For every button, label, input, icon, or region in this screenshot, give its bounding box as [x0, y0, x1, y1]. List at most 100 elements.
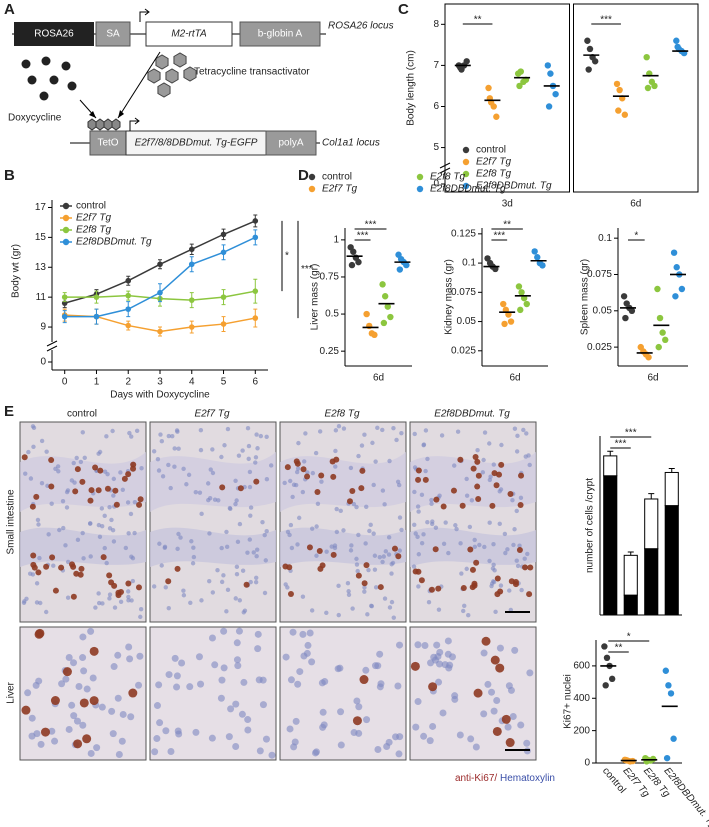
nucleus — [300, 594, 306, 599]
nucleus — [220, 664, 228, 672]
legend-label: E2f7 Tg — [476, 157, 511, 168]
nucleus — [349, 543, 354, 548]
nucleus — [78, 459, 84, 465]
micrograph — [19, 421, 147, 623]
column-header: E2f8DBDmut. Tg — [434, 409, 510, 420]
y-axis-label: Ki67+ nuclei — [563, 674, 574, 729]
ki67-nucleus — [106, 572, 113, 579]
dot — [500, 300, 507, 308]
nucleus — [290, 743, 298, 751]
dot — [662, 336, 669, 344]
y-tick-label: 0.05 — [593, 305, 613, 316]
nucleus — [197, 680, 205, 688]
error-bar — [668, 467, 675, 473]
nucleus — [341, 426, 347, 431]
nucleus — [51, 737, 59, 745]
nucleus — [212, 497, 218, 502]
nucleus — [294, 680, 302, 688]
nucleus — [255, 547, 260, 552]
ki67-nucleus — [35, 628, 45, 638]
facet-frame — [444, 3, 570, 193]
nucleus — [104, 560, 109, 566]
nucleus — [446, 550, 451, 556]
nucleus — [79, 633, 87, 641]
ki67-nucleus — [30, 552, 37, 559]
nucleus — [69, 478, 75, 483]
nucleus — [362, 585, 367, 590]
ki67-nucleus — [284, 464, 291, 471]
dot — [516, 82, 523, 90]
dot — [523, 300, 530, 308]
nucleus — [351, 501, 357, 507]
nucleus — [153, 702, 161, 710]
ki67-nucleus — [415, 476, 422, 483]
nucleus — [220, 627, 228, 635]
nucleus — [227, 705, 235, 713]
nucleus — [158, 432, 163, 437]
nucleus — [245, 426, 251, 431]
nucleus — [303, 649, 311, 657]
nucleus — [63, 543, 68, 548]
nucleus — [363, 716, 371, 724]
nucleus — [114, 651, 122, 659]
nucleus — [382, 596, 388, 601]
significance-label: *** — [493, 231, 505, 242]
ki67-nucleus — [89, 696, 99, 706]
ki67-nucleus — [432, 546, 439, 553]
ki67-nucleus — [125, 471, 132, 478]
nucleus — [490, 707, 498, 715]
nucleus — [189, 539, 194, 544]
nucleus — [314, 553, 319, 558]
ki67-nucleus — [69, 561, 76, 568]
nucleus — [390, 560, 396, 566]
dot — [350, 248, 357, 255]
ki67-nucleus — [512, 581, 519, 588]
nucleus — [88, 521, 93, 526]
dot — [670, 249, 678, 256]
stain-marker: anti-Ki67/ — [455, 773, 497, 784]
nucleus — [263, 558, 268, 563]
nucleus — [359, 443, 365, 448]
nucleus — [118, 737, 126, 745]
ki67-nucleus — [125, 580, 132, 587]
nucleus — [162, 545, 167, 550]
dot — [493, 113, 500, 120]
nucleus — [234, 564, 240, 570]
nucleus — [57, 527, 62, 533]
dot — [644, 84, 652, 92]
nucleus — [260, 519, 265, 525]
bound-complex — [87, 118, 121, 131]
nucleus — [362, 666, 370, 674]
ki67-nucleus — [33, 493, 40, 500]
ki67-nucleus — [304, 473, 311, 480]
nucleus — [383, 549, 389, 554]
y-tick-label: 6 — [433, 101, 439, 112]
nucleus — [240, 448, 245, 453]
nucleus — [28, 732, 36, 740]
nucleus — [482, 544, 487, 550]
nucleus — [98, 703, 106, 711]
nucleus — [368, 522, 373, 528]
nucleus — [88, 554, 93, 559]
ki67-nucleus — [330, 551, 337, 558]
dot — [507, 318, 515, 325]
legend-label: E2f8 Tg — [476, 169, 511, 180]
nucleus — [35, 517, 41, 523]
tissue — [410, 452, 536, 512]
nucleus — [464, 566, 469, 572]
nucleus — [430, 519, 435, 524]
nucleus — [391, 615, 396, 620]
ki67-nucleus — [79, 478, 86, 485]
nucleus — [225, 733, 233, 741]
nucleus — [256, 747, 264, 755]
nucleus — [487, 441, 492, 446]
nucleus — [241, 610, 246, 615]
nucleus — [374, 745, 382, 753]
legend-label: control — [76, 201, 106, 212]
nucleus — [224, 609, 229, 614]
nucleus — [416, 584, 421, 589]
ki67-nucleus — [359, 675, 369, 685]
arrow — [117, 51, 161, 119]
dot — [643, 53, 650, 61]
nucleus — [383, 743, 391, 751]
